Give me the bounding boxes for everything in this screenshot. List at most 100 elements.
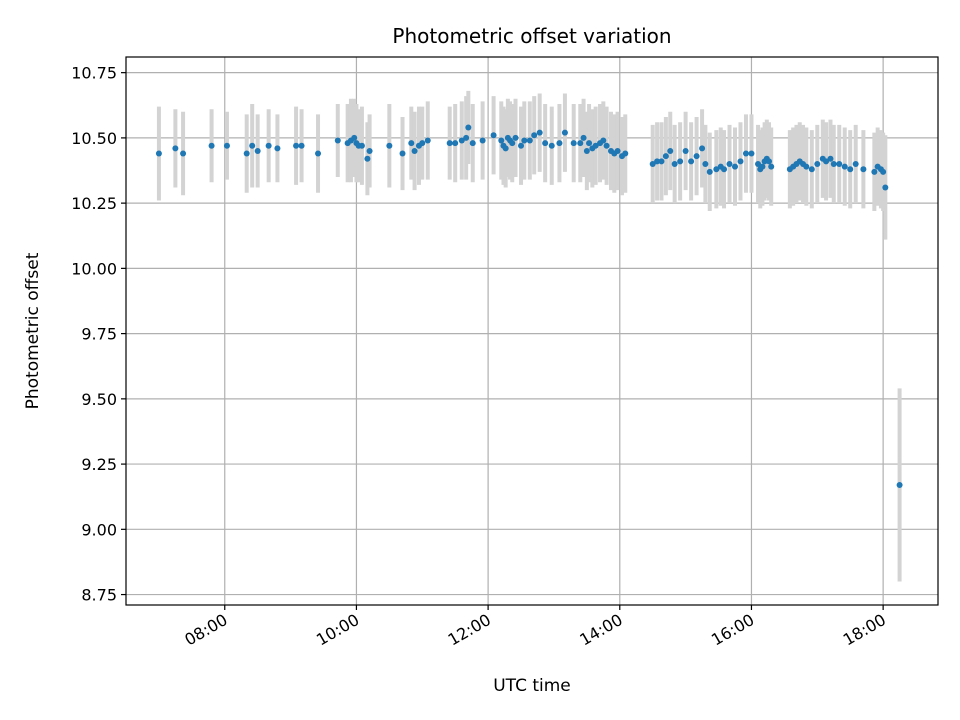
data-point: [351, 134, 358, 141]
data-point: [658, 158, 665, 165]
data-point: [622, 150, 629, 157]
data-point: [614, 147, 621, 154]
data-point: [315, 150, 322, 157]
data-point: [702, 160, 709, 167]
data-point: [274, 145, 281, 152]
data-point: [208, 142, 215, 149]
data-point: [265, 142, 272, 149]
data-point: [742, 150, 749, 157]
grid-lines: [126, 57, 938, 605]
data-point: [713, 166, 720, 173]
y-axis-label: Photometric offset: [23, 252, 43, 409]
data-point: [334, 137, 341, 144]
data-point: [823, 158, 830, 165]
data-point: [732, 163, 738, 170]
data-point: [172, 145, 179, 152]
data-point: [841, 163, 848, 170]
data-point: [871, 168, 878, 175]
data-point: [830, 160, 837, 167]
data-point: [498, 137, 505, 144]
data-point: [896, 481, 903, 488]
data-point: [531, 132, 538, 139]
data-point: [671, 160, 678, 167]
data-point: [808, 166, 815, 173]
y-tick-label: 9.75: [81, 325, 117, 344]
data-point: [592, 142, 599, 149]
data-point: [223, 142, 230, 149]
data-point: [548, 142, 555, 149]
data-point: [882, 184, 889, 191]
data-point: [654, 158, 661, 165]
y-tick-label: 10.75: [71, 64, 117, 83]
data-point: [699, 145, 706, 152]
data-point: [155, 150, 162, 157]
data-point: [649, 160, 656, 167]
data-point: [847, 166, 854, 173]
data-point: [408, 140, 415, 147]
data-point: [249, 142, 256, 149]
data-point: [706, 168, 713, 175]
y-tick-label: 9.50: [81, 390, 117, 409]
plot-frame: [125, 56, 939, 606]
data-point: [726, 160, 733, 167]
data-point: [526, 137, 533, 144]
data-point: [693, 153, 700, 160]
data-point: [446, 140, 453, 147]
data-point: [411, 147, 418, 154]
data-point: [836, 160, 843, 167]
data-point: [490, 132, 497, 139]
data-point: [254, 147, 261, 154]
data-point: [580, 134, 587, 141]
data-point: [600, 137, 607, 144]
y-axis-ticks: 8.75 9.00 9.25 9.50 9.75 10.00 10.25 10.50 10.75: [71, 64, 126, 605]
data-point: [583, 147, 590, 154]
data-point: [814, 160, 821, 167]
data-point: [721, 166, 728, 173]
data-point: [827, 155, 834, 162]
data-point: [603, 142, 610, 149]
data-point: [243, 150, 250, 157]
data-point: [682, 147, 689, 154]
data-point: [180, 150, 187, 157]
y-tick-label: 10.50: [71, 129, 117, 148]
data-point: [556, 140, 563, 147]
data-point: [458, 137, 465, 144]
data-point: [298, 142, 305, 149]
data-point: [502, 145, 509, 152]
data-point: [561, 129, 568, 136]
data-point: [386, 142, 393, 149]
data-point: [748, 150, 755, 157]
data-points: [155, 124, 903, 488]
y-tick-label: 10.25: [71, 194, 117, 213]
data-point: [755, 160, 762, 167]
data-point: [677, 158, 684, 165]
data-point: [419, 140, 426, 147]
x-axis-label: UTC time: [493, 676, 571, 696]
data-point: [521, 137, 528, 144]
data-point: [880, 168, 887, 175]
data-point: [509, 140, 516, 147]
data-point: [424, 137, 431, 144]
data-point: [465, 124, 472, 131]
data-point: [737, 158, 744, 165]
data-point: [542, 140, 549, 147]
data-point: [479, 137, 486, 144]
data-point: [759, 163, 766, 170]
y-tick-label: 8.75: [81, 586, 117, 605]
data-point: [536, 129, 543, 136]
data-point: [688, 158, 695, 165]
data-point: [463, 134, 470, 141]
data-point: [768, 163, 775, 170]
data-point: [366, 147, 373, 154]
data-point: [358, 142, 365, 149]
data-point: [570, 140, 577, 147]
data-point: [667, 147, 674, 154]
y-tick-label: 9.25: [81, 455, 117, 474]
data-point: [852, 160, 859, 167]
data-point: [399, 150, 406, 157]
data-point: [452, 140, 459, 147]
data-point: [512, 134, 519, 141]
data-point: [293, 142, 300, 149]
y-tick-label: 10.00: [71, 259, 117, 278]
